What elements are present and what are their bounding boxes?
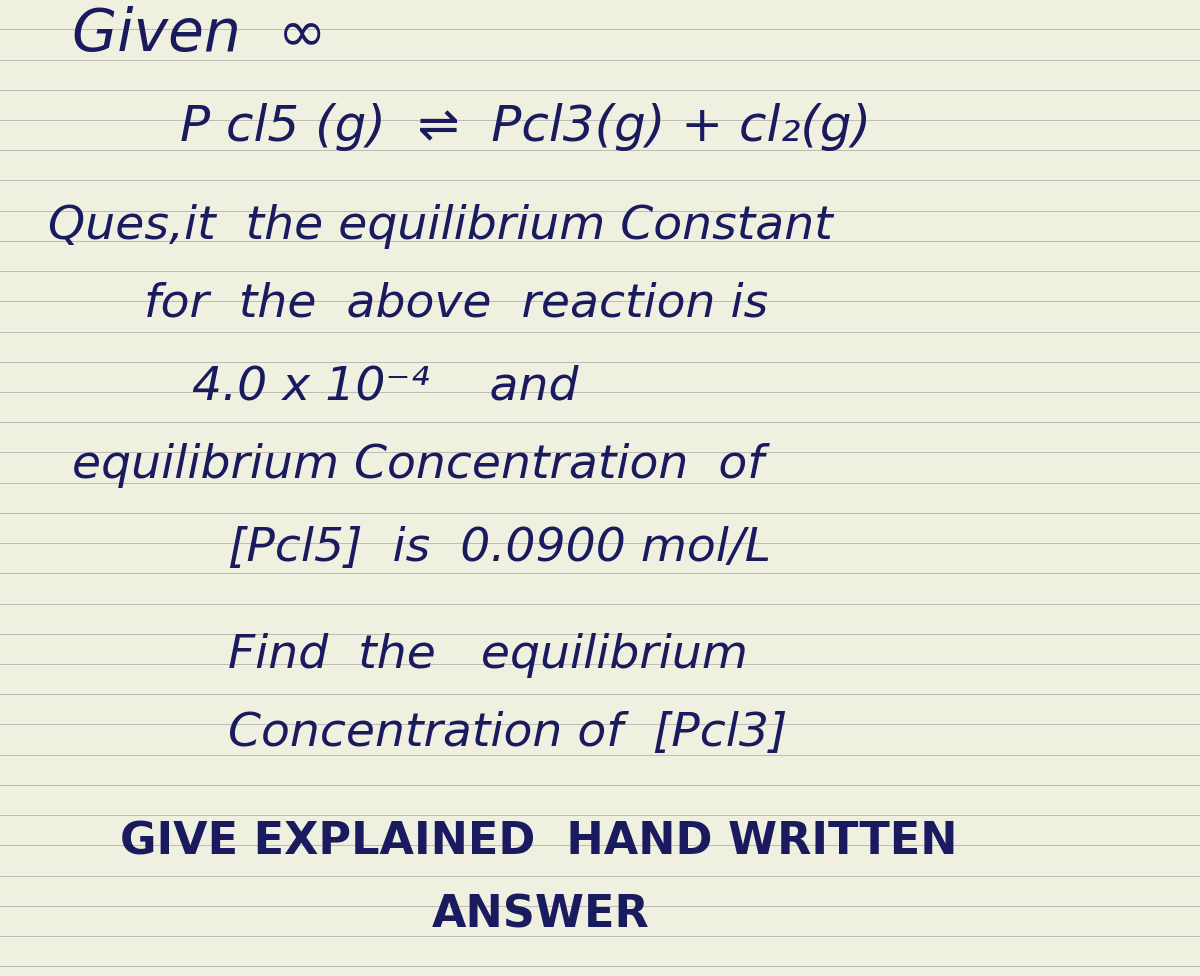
Text: ANSWER: ANSWER: [432, 894, 649, 937]
Text: Ques,it  the equilibrium Constant: Ques,it the equilibrium Constant: [48, 204, 833, 249]
Text: equilibrium Concentration  of: equilibrium Concentration of: [72, 443, 764, 488]
Text: P cl5 (g)  ⇌  Pcl3(g) + cl₂(g): P cl5 (g) ⇌ Pcl3(g) + cl₂(g): [180, 103, 871, 151]
Text: [Pcl5]  is  0.0900 mol/L: [Pcl5] is 0.0900 mol/L: [228, 526, 772, 571]
Text: GIVE EXPLAINED  HAND WRITTEN: GIVE EXPLAINED HAND WRITTEN: [120, 821, 958, 864]
Text: 4.0 x 10⁻⁴    and: 4.0 x 10⁻⁴ and: [192, 365, 578, 410]
Text: Concentration of  [Pcl3]: Concentration of [Pcl3]: [228, 712, 787, 756]
Text: Given  ∞: Given ∞: [72, 7, 326, 63]
Text: Find  the   equilibrium: Find the equilibrium: [228, 633, 748, 678]
Text: for  the  above  reaction is: for the above reaction is: [144, 282, 768, 327]
